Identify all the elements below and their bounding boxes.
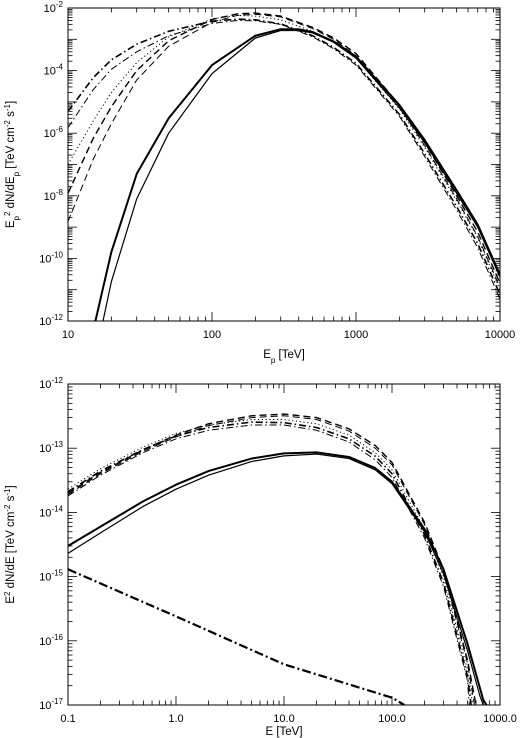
x-tick-label: 100 bbox=[203, 329, 221, 341]
series-line-8-dashdot-heavy bbox=[68, 568, 405, 705]
y-tick-label: 10-8 bbox=[44, 188, 64, 203]
upper-chart-proton-spectrum: 10 100 1000 10000 10-12 10-10 10-8 10-6 10-4 10-2… bbox=[3, 0, 516, 365]
x-axis-label: E [TeV] bbox=[265, 726, 302, 738]
series-line-1-solid bbox=[68, 451, 488, 705]
lower-chart-gamma-spectrum: 0.1 1.0 10.0 100.0 1000.0 10-17 10-16 10-15 10-1… bbox=[3, 376, 517, 738]
series-line-6-dashdot bbox=[68, 18, 500, 295]
series-line-1-solid bbox=[94, 28, 500, 321]
y-axis-label: Ep2 dN/dEp [TeV cm-2 s-1] bbox=[3, 101, 21, 228]
x-tick-label: 100.0 bbox=[378, 713, 406, 725]
series-line-2-solid bbox=[102, 29, 500, 321]
y-tick-label: 10-17 bbox=[39, 697, 63, 712]
series-line-6-dashdot bbox=[68, 421, 472, 705]
series-line-3-dash bbox=[68, 12, 500, 284]
x-tick-label: 1000.0 bbox=[483, 713, 517, 725]
x-tick-label: 1.0 bbox=[168, 713, 183, 725]
series-line-7-dashdot bbox=[68, 19, 500, 300]
y-tick-label: 10-12 bbox=[39, 376, 63, 391]
plot-frame bbox=[67, 383, 501, 706]
x-axis-label: Ep [TeV] bbox=[263, 349, 305, 365]
series-line-5-dot bbox=[68, 418, 474, 705]
y-tick-label: 10-12 bbox=[39, 313, 63, 328]
x-tick-label: 10 bbox=[62, 329, 74, 341]
y-tick-label: 10-16 bbox=[39, 633, 63, 648]
y-tick-label: 10-4 bbox=[44, 63, 64, 78]
y-tick-label: 10-13 bbox=[39, 440, 63, 455]
x-tick-label: 0.1 bbox=[60, 713, 75, 725]
y-axis-label: E2 dN/dE [TeV cm-2 s-1] bbox=[3, 485, 18, 603]
x-tick-label: 10.0 bbox=[273, 713, 294, 725]
series-line-4-dash bbox=[68, 415, 475, 705]
series-line-7-dashdot bbox=[68, 424, 470, 705]
x-tick-label: 10000 bbox=[485, 329, 516, 341]
y-tick-label: 10-15 bbox=[39, 569, 63, 584]
y-tick-label: 10-10 bbox=[39, 250, 63, 265]
series-line-5-dot bbox=[68, 14, 500, 290]
series-line-2-solid bbox=[68, 453, 484, 705]
x-tick-label: 1000 bbox=[344, 329, 368, 341]
series-line-4-dash bbox=[68, 13, 500, 288]
y-tick-label: 10-2 bbox=[44, 0, 64, 15]
y-tick-label: 10-6 bbox=[44, 125, 64, 140]
y-tick-label: 10-14 bbox=[39, 504, 63, 519]
